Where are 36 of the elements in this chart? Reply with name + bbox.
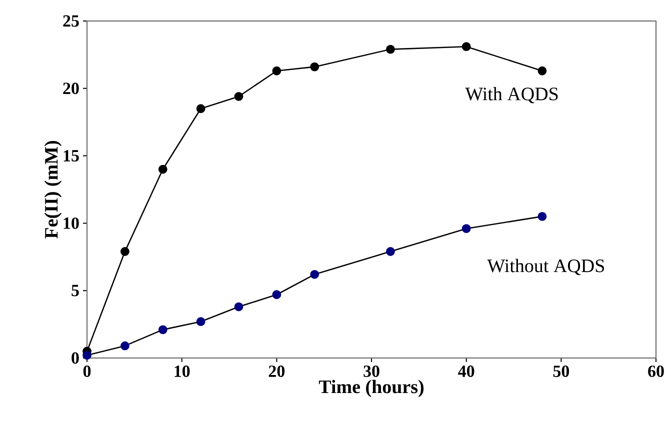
- point: [386, 247, 395, 256]
- point: [120, 247, 130, 256]
- point: [82, 350, 92, 360]
- point: [234, 92, 244, 101]
- y-tick-label: 25: [63, 15, 79, 27]
- x-tick-label: 40: [458, 366, 474, 377]
- y-tick-label: 20: [63, 82, 79, 94]
- point: [158, 325, 168, 334]
- point: [272, 290, 282, 300]
- y-tick-label: 0: [72, 352, 79, 364]
- x-tick-label: 10: [174, 366, 190, 377]
- series-label: With AQDS: [465, 87, 558, 104]
- series-label: Without AQDS: [487, 258, 604, 276]
- x-tick-label: 60: [648, 366, 664, 377]
- point: [462, 224, 471, 234]
- y-tick-label: 15: [64, 150, 79, 162]
- point: [234, 302, 244, 312]
- point: [272, 66, 282, 76]
- x-tick-label: 0: [83, 366, 91, 377]
- y-tick-label: 5: [72, 284, 79, 296]
- x-axis-title: Time (hours): [318, 380, 424, 398]
- y-axis-title: Fe(II) (mM): [44, 141, 62, 238]
- x-tick-label: 30: [364, 366, 380, 377]
- point: [538, 212, 547, 221]
- x-tick-label: 50: [553, 366, 570, 377]
- point: [158, 164, 168, 174]
- point: [120, 341, 130, 350]
- point: [196, 104, 206, 114]
- point: [196, 317, 206, 326]
- point: [310, 270, 320, 279]
- point: [310, 62, 320, 72]
- x-tick-label: 20: [268, 366, 285, 377]
- y-tick-label: 10: [64, 217, 79, 229]
- point: [538, 66, 547, 76]
- point: [386, 44, 395, 54]
- point: [462, 42, 471, 52]
